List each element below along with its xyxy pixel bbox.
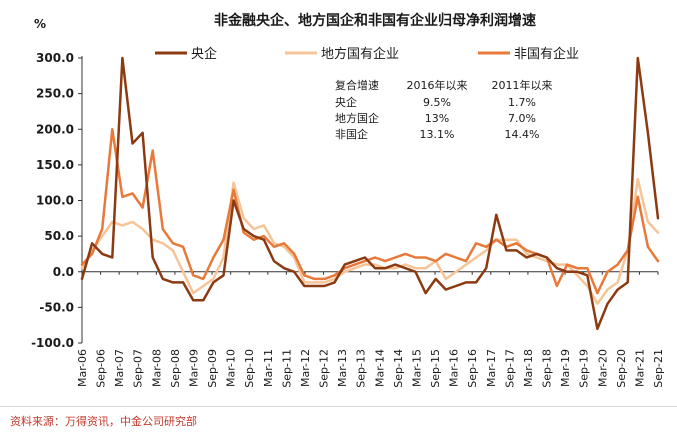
series-line-1 bbox=[80, 177, 660, 306]
x-tick-label: Sep-07 bbox=[132, 349, 145, 388]
source-divider bbox=[0, 406, 677, 407]
table-cell: 地方国企 bbox=[335, 111, 379, 125]
table-header-cell: 复合增速 bbox=[335, 78, 379, 92]
x-tick-label: Sep-10 bbox=[243, 349, 256, 388]
x-tick-label: Mar-18 bbox=[522, 349, 535, 387]
x-tick-label: Mar-20 bbox=[596, 349, 609, 387]
x-tick-label: Mar-13 bbox=[336, 349, 349, 387]
x-tick-label: Mar-17 bbox=[485, 349, 498, 387]
x-tick-label: Mar-15 bbox=[410, 349, 423, 387]
table-cell: 13% bbox=[425, 112, 449, 125]
table-header-cell: 2011年以来 bbox=[492, 78, 553, 92]
x-tick-label: Sep-19 bbox=[578, 349, 591, 388]
y-tick-label: 100.0 bbox=[36, 194, 74, 208]
x-tick-label: Sep-09 bbox=[206, 349, 219, 388]
x-tick-label: Sep-18 bbox=[541, 349, 554, 388]
x-tick-label: Mar-06 bbox=[76, 349, 89, 387]
x-tick-label: Sep-14 bbox=[392, 349, 405, 388]
x-tick-label: Sep-21 bbox=[652, 349, 665, 388]
y-axis-unit: % bbox=[34, 17, 46, 31]
x-tick-label: Mar-11 bbox=[262, 349, 275, 387]
legend-label-1: 地方国有企业 bbox=[321, 46, 399, 62]
y-tick-label: -50.0 bbox=[39, 300, 74, 314]
x-tick-label: Mar-14 bbox=[373, 349, 386, 387]
x-tick-label: Mar-10 bbox=[225, 349, 238, 387]
table-cell: 1.7% bbox=[508, 96, 536, 109]
x-tick-label: Mar-21 bbox=[633, 349, 646, 387]
x-tick-label: Sep-08 bbox=[169, 349, 182, 388]
x-tick-label: Sep-20 bbox=[615, 349, 628, 388]
x-tick-label: Sep-16 bbox=[466, 349, 479, 388]
table-cell: 13.1% bbox=[420, 128, 455, 141]
x-tick-label: Sep-15 bbox=[429, 349, 442, 388]
y-tick-label: 0.0 bbox=[53, 265, 74, 279]
y-tick-label: 50.0 bbox=[44, 229, 74, 243]
x-tick-label: Sep-13 bbox=[355, 349, 368, 388]
x-tick-label: Sep-17 bbox=[503, 349, 516, 388]
x-tick-label: Mar-07 bbox=[113, 349, 126, 387]
y-tick-label: 200.0 bbox=[36, 122, 74, 136]
x-tick-label: Sep-12 bbox=[318, 349, 331, 388]
x-tick-label: Sep-06 bbox=[95, 349, 108, 388]
series-line-2 bbox=[80, 128, 660, 295]
y-tick-label: 150.0 bbox=[36, 158, 74, 172]
y-tick-label: 250.0 bbox=[36, 87, 74, 101]
source-note: 资料来源：万得资讯，中金公司研究部 bbox=[10, 415, 197, 428]
x-tick-label: Mar-09 bbox=[187, 349, 200, 387]
x-tick-label: Mar-08 bbox=[150, 349, 163, 387]
table-cell: 14.4% bbox=[505, 128, 540, 141]
x-tick-label: Mar-19 bbox=[559, 349, 572, 387]
table-cell: 9.5% bbox=[423, 96, 451, 109]
chart-title: 非金融央企、地方国企和非国有企业归母净利润增速 bbox=[214, 12, 536, 29]
y-tick-label: -100.0 bbox=[31, 336, 74, 350]
table-cell: 非国企 bbox=[335, 127, 368, 141]
series-line-0 bbox=[80, 56, 660, 331]
legend-label-2: 非国有企业 bbox=[514, 46, 579, 62]
x-tick-label: Sep-11 bbox=[280, 349, 293, 388]
table-header-cell: 2016年以来 bbox=[407, 78, 468, 92]
x-tick-label: Mar-16 bbox=[448, 349, 461, 387]
x-tick-label: Mar-12 bbox=[299, 349, 312, 387]
table-cell: 7.0% bbox=[508, 112, 536, 125]
table-cell: 央企 bbox=[335, 95, 357, 109]
y-tick-label: 300.0 bbox=[36, 51, 74, 65]
legend-label-0: 央企 bbox=[191, 46, 217, 62]
